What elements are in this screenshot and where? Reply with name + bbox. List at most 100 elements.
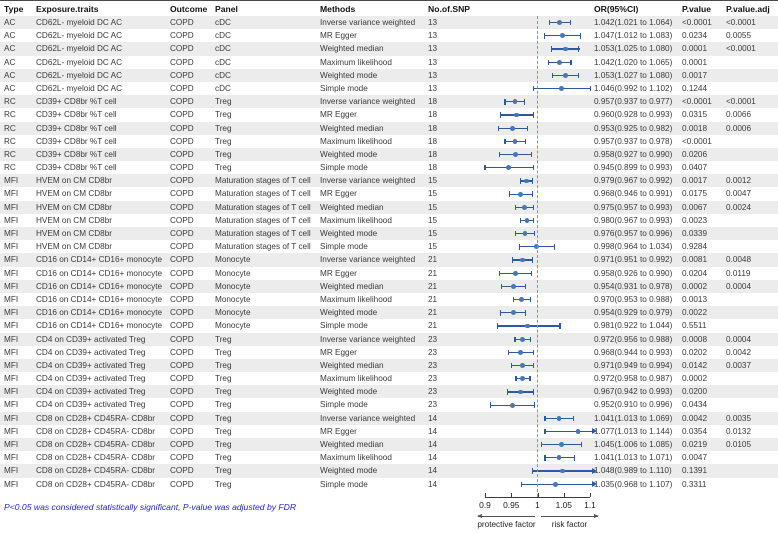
table-row: RC CD39+ CD8br %T cell COPD Treg Maximum lik… bbox=[0, 135, 778, 148]
cell-type: RC bbox=[4, 97, 16, 107]
cell-pvalue-adj bbox=[726, 478, 776, 491]
cell-pvalue-adj: 0.0004 bbox=[726, 334, 752, 344]
cell-or-ci: 1.042(1.020 to 1.065) bbox=[594, 57, 673, 67]
cell-or-ci: 0.960(0.928 to 0.993) bbox=[594, 110, 673, 120]
cell-snp-count: 14 bbox=[428, 479, 438, 489]
axis-tick-label: 1.1 bbox=[584, 500, 596, 511]
cell-outcome: COPD bbox=[170, 453, 194, 463]
ci-cap-right bbox=[578, 46, 580, 52]
table-row: MFI HVEM on CM CD8br COPD Maturation stages… bbox=[0, 227, 778, 241]
cell-method: Simple mode bbox=[320, 242, 368, 252]
cell-pvalue: 0.0219 bbox=[682, 440, 708, 449]
cell-method: Simple mode bbox=[320, 400, 368, 410]
cell-snp-count: 15 bbox=[428, 189, 438, 199]
axis-tick bbox=[511, 493, 513, 498]
protective-factor-arrow-icon bbox=[476, 514, 535, 519]
cell-method: MR Egger bbox=[320, 426, 357, 436]
ci-cap-left bbox=[514, 204, 517, 211]
cell-or-ci: 1.042(1.021 to 1.064) bbox=[594, 18, 673, 27]
cell-method: Simple mode bbox=[320, 163, 368, 173]
ci-cap-left bbox=[501, 283, 503, 290]
cell-type: MFI bbox=[4, 255, 19, 265]
ci-cap-right bbox=[524, 99, 526, 105]
cell-method: Simple mode bbox=[320, 321, 368, 331]
table-row: MFI CD16 on CD14+ CD16+ monocyte COPD Monoc… bbox=[0, 306, 778, 320]
or-point-marker bbox=[518, 349, 524, 355]
cell-pvalue: 0.0200 bbox=[682, 387, 708, 397]
cell-pvalue: 0.0204 bbox=[682, 268, 708, 278]
cell-method: Simple mode bbox=[320, 479, 368, 489]
cell-pvalue-adj: 0.0047 bbox=[726, 189, 752, 199]
cell-exposure: CD16 on CD14+ CD16+ monocyte bbox=[36, 255, 163, 265]
col-header-outcome: Outcome bbox=[170, 4, 208, 14]
cell-snp-count: 13 bbox=[428, 18, 438, 27]
ci-cap-left bbox=[520, 217, 522, 224]
table-row: MFI CD8 on CD28+ CD45RA- CD8br COPD Treg Wei… bbox=[0, 438, 778, 452]
cell-exposure: HVEM on CM CD8br bbox=[36, 189, 112, 199]
forest-plot-cell bbox=[466, 306, 594, 319]
cell-snp-count: 13 bbox=[428, 57, 438, 67]
cell-panel: Treg bbox=[215, 110, 232, 120]
cell-or-ci: 0.971(0.951 to 0.992) bbox=[594, 255, 673, 265]
or-point-marker bbox=[525, 323, 530, 329]
cell-snp-count: 13 bbox=[428, 44, 438, 54]
cell-pvalue: 0.0023 bbox=[682, 215, 708, 225]
ci-cap-left bbox=[499, 112, 501, 118]
cell-pvalue-adj: 0.0105 bbox=[726, 440, 752, 449]
ci-cap-right bbox=[532, 389, 534, 395]
cell-method: Weighted mode bbox=[320, 229, 378, 238]
ci-cap-right bbox=[569, 20, 572, 26]
cell-type: AC bbox=[4, 31, 16, 41]
cell-outcome: COPD bbox=[170, 440, 194, 449]
cell-type: AC bbox=[4, 44, 16, 54]
cell-panel: Treg bbox=[215, 440, 232, 449]
cell-snp-count: 18 bbox=[428, 136, 438, 146]
cell-exposure: CD62L- myeloid DC AC bbox=[36, 18, 122, 27]
ci-cap-left bbox=[504, 138, 506, 145]
cell-snp-count: 14 bbox=[428, 413, 438, 423]
cell-exposure: CD8 on CD28+ CD45RA- CD8br bbox=[36, 440, 155, 449]
col-header-pvalue: P.value bbox=[682, 4, 711, 14]
cell-exposure: HVEM on CM CD8br bbox=[36, 176, 112, 186]
ci-cap-left bbox=[544, 415, 546, 422]
cell-exposure: CD39+ CD8br %T cell bbox=[36, 110, 117, 120]
cell-exposure: CD16 on CD14+ CD16+ monocyte bbox=[36, 294, 163, 304]
cell-method: Maximum likelihood bbox=[320, 453, 392, 463]
forest-plot-cell bbox=[466, 29, 594, 42]
cell-snp-count: 23 bbox=[428, 374, 438, 384]
cell-outcome: COPD bbox=[170, 334, 194, 344]
cell-method: Weighted mode bbox=[320, 149, 378, 159]
ci-cap-left bbox=[514, 336, 516, 342]
axis-tick bbox=[563, 493, 565, 498]
cell-type: MFI bbox=[4, 268, 19, 278]
cell-snp-count: 14 bbox=[428, 453, 438, 463]
cell-type: MFI bbox=[4, 321, 19, 331]
cell-or-ci: 1.053(1.027 to 1.080) bbox=[594, 70, 673, 80]
cell-snp-count: 13 bbox=[428, 70, 438, 80]
cell-method: Weighted median bbox=[320, 440, 384, 449]
cell-snp-count: 15 bbox=[428, 215, 438, 225]
col-header-snp: No.of.SNP bbox=[428, 4, 471, 14]
cell-method: MR Egger bbox=[320, 268, 357, 278]
cell-outcome: COPD bbox=[170, 242, 194, 252]
cell-snp-count: 18 bbox=[428, 149, 438, 159]
table-row: MFI CD4 on CD39+ activated Treg COPD Treg We… bbox=[0, 358, 778, 373]
ci-cap-right bbox=[534, 402, 536, 408]
ci-cap-right bbox=[580, 442, 583, 448]
cell-panel: Monocyte bbox=[215, 268, 251, 278]
cell-pvalue: 0.0081 bbox=[682, 255, 708, 265]
cell-type: MFI bbox=[4, 440, 19, 449]
cell-panel: cDC bbox=[215, 83, 231, 93]
table-row: RC CD39+ CD8br %T cell COPD Treg Inverse var… bbox=[0, 95, 778, 109]
cell-exposure: CD16 on CD14+ CD16+ monocyte bbox=[36, 321, 163, 331]
cell-method: Weighted median bbox=[320, 44, 384, 54]
cell-panel: Maturation stages of T cell bbox=[215, 189, 311, 199]
cell-pvalue: 0.0022 bbox=[682, 308, 708, 318]
cell-type: MFI bbox=[4, 176, 19, 186]
forest-plot-cell bbox=[466, 187, 594, 200]
or-point-marker bbox=[519, 297, 525, 303]
ci-cap-right bbox=[529, 376, 531, 382]
cell-type: MFI bbox=[4, 466, 19, 476]
ci-cap-left bbox=[544, 428, 546, 435]
cell-snp-count: 21 bbox=[428, 308, 438, 318]
